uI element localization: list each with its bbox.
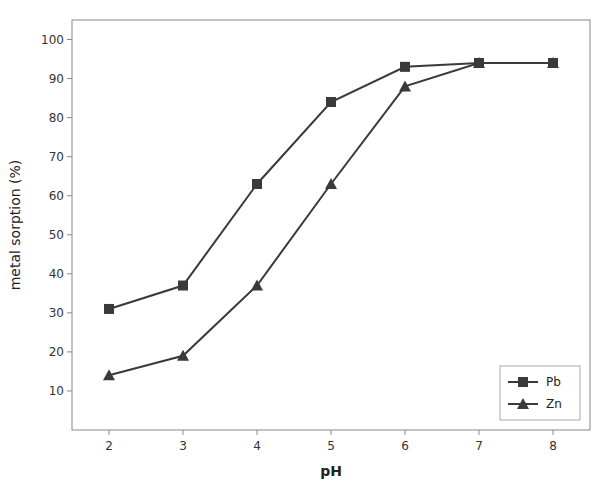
- series: [103, 57, 559, 380]
- x-tick: [405, 430, 406, 435]
- chart-svg: 2 3 4 5 6 7 8 pH 10 20 30 40 50 60 70 80 90 100 metal sorp…: [0, 0, 610, 488]
- y-tick-label: 50: [49, 228, 64, 242]
- data-point: [326, 97, 336, 107]
- series: [104, 58, 558, 314]
- x-tick-label: 7: [475, 439, 483, 453]
- data-point: [400, 62, 410, 72]
- legend-marker: [517, 398, 529, 409]
- y-tick: [67, 234, 72, 235]
- legend-label: Pb: [546, 375, 561, 389]
- x-axis-label: pH: [320, 463, 342, 479]
- data-point: [178, 281, 188, 291]
- y-tick: [67, 156, 72, 157]
- x-tick: [183, 430, 184, 435]
- plot-frame: [72, 20, 590, 430]
- y-axis: 10 20 30 40 50 60 70 80 90 100: [41, 33, 72, 398]
- data-area: [103, 57, 559, 380]
- data-point: [547, 57, 559, 68]
- x-tick-label: 5: [327, 439, 335, 453]
- y-tick-label: 30: [49, 306, 64, 320]
- data-point: [399, 80, 411, 91]
- y-tick-label: 10: [49, 384, 64, 398]
- data-point: [252, 179, 262, 189]
- x-tick-label: 2: [105, 439, 113, 453]
- x-tick: [479, 430, 480, 435]
- x-tick: [257, 430, 258, 435]
- y-tick: [67, 195, 72, 196]
- x-tick: [553, 430, 554, 435]
- y-tick: [67, 390, 72, 391]
- x-tick-label: 3: [179, 439, 187, 453]
- x-tick-label: 4: [253, 439, 261, 453]
- y-tick: [67, 78, 72, 79]
- y-tick-label: 100: [41, 33, 64, 47]
- y-tick-label: 40: [49, 267, 64, 281]
- x-tick-label: 6: [401, 439, 409, 453]
- x-axis: 2 3 4 5 6 7 8: [105, 430, 557, 453]
- x-tick: [331, 430, 332, 435]
- series-line: [109, 63, 553, 309]
- y-tick: [67, 351, 72, 352]
- y-tick-label: 80: [49, 111, 64, 125]
- data-point: [103, 369, 115, 380]
- y-tick-label: 90: [49, 72, 64, 86]
- x-tick-label: 8: [549, 439, 557, 453]
- legend: Pb Zn: [500, 366, 580, 420]
- data-point: [325, 178, 337, 189]
- series-line: [109, 63, 553, 375]
- y-tick: [67, 39, 72, 40]
- data-point: [473, 57, 485, 68]
- data-point: [251, 280, 263, 291]
- legend-box: [500, 366, 580, 420]
- y-tick-label: 60: [49, 189, 64, 203]
- legend-marker: [518, 377, 528, 387]
- chart-container: 2 3 4 5 6 7 8 pH 10 20 30 40 50 60 70 80 90 100 metal sorp…: [0, 0, 610, 488]
- x-tick: [109, 430, 110, 435]
- data-point: [104, 304, 114, 314]
- y-tick-label: 70: [49, 150, 64, 164]
- legend-label: Zn: [546, 397, 562, 411]
- y-axis-label: metal sorption (%): [7, 160, 23, 291]
- data-point: [177, 350, 189, 361]
- y-tick: [67, 312, 72, 313]
- y-tick: [67, 117, 72, 118]
- y-tick: [67, 273, 72, 274]
- y-tick-label: 20: [49, 345, 64, 359]
